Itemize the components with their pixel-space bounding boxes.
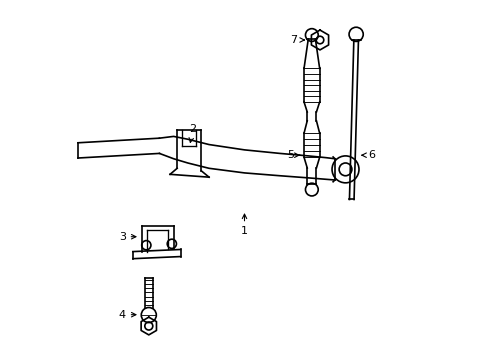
Text: 7: 7 (290, 35, 304, 45)
Text: 3: 3 (119, 232, 136, 242)
Text: 4: 4 (119, 310, 136, 320)
Text: 2: 2 (189, 123, 196, 143)
Text: 1: 1 (241, 214, 247, 237)
Text: 5: 5 (286, 150, 299, 160)
Text: 6: 6 (361, 150, 375, 160)
